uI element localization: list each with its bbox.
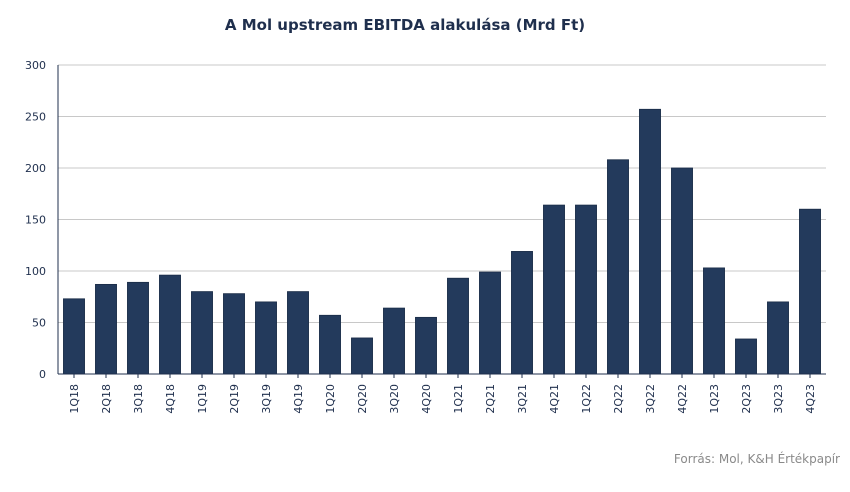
y-tick-label: 200 — [25, 162, 46, 175]
y-tick-label: 100 — [25, 265, 46, 278]
y-tick-label: 250 — [25, 111, 46, 124]
x-tick-label: 3Q21 — [516, 384, 529, 414]
bar-3Q21 — [511, 251, 533, 375]
x-tick-label: 4Q19 — [292, 384, 305, 414]
chart-title: A Mol upstream EBITDA alakulása (Mrd Ft) — [224, 16, 586, 34]
bar-1Q22 — [575, 204, 597, 375]
y-tick-label: 50 — [32, 317, 46, 330]
x-tick-label: 1Q21 — [452, 384, 465, 414]
x-tick-label: 4Q21 — [548, 384, 561, 414]
x-tick-label: 3Q18 — [132, 384, 145, 414]
y-tick-label: 0 — [39, 368, 46, 381]
y-tick-label: 150 — [25, 214, 46, 227]
x-tick-label: 2Q20 — [356, 384, 369, 414]
x-tick-label: 4Q22 — [676, 384, 689, 414]
bar-2Q19 — [223, 293, 245, 375]
x-tick-label: 3Q20 — [388, 384, 401, 414]
x-tick-label: 1Q18 — [68, 384, 81, 414]
x-tick-label: 3Q22 — [644, 384, 657, 414]
bar-3Q19 — [255, 301, 277, 375]
bar-3Q23 — [767, 301, 789, 375]
bar-4Q19 — [287, 291, 309, 375]
x-tick-label: 4Q18 — [164, 384, 177, 414]
bar-2Q22 — [607, 159, 629, 375]
bar-4Q22 — [671, 167, 693, 375]
x-axis: 1Q18 2Q18 3Q18 4Q18 1Q19 2Q19 3Q19 4Q19 1Q20 2Q20… — [58, 373, 826, 414]
bar-3Q20 — [383, 307, 405, 375]
bar-2Q20 — [351, 337, 373, 375]
x-tick-label: 1Q20 — [324, 384, 337, 414]
gridlines — [58, 64, 826, 323]
y-axis: 0 50 100 150 200 250 300 — [25, 59, 59, 381]
bar-2Q18 — [95, 283, 117, 375]
bar-4Q18 — [159, 274, 181, 375]
x-tick-label: 2Q23 — [740, 384, 753, 414]
x-tick-label: 4Q23 — [804, 384, 817, 414]
bar-4Q20 — [415, 316, 437, 375]
bar-1Q21 — [447, 277, 469, 375]
bar-2Q23 — [735, 338, 757, 375]
x-tick-label: 1Q23 — [708, 384, 721, 414]
bar-4Q23 — [799, 208, 821, 375]
bar-1Q23 — [703, 267, 725, 375]
x-tick-label: 3Q19 — [260, 384, 273, 414]
bar-3Q18 — [127, 281, 149, 375]
bar-2Q21 — [479, 271, 501, 375]
x-tick-label: 2Q22 — [612, 384, 625, 414]
x-tick-label: 1Q22 — [580, 384, 593, 414]
bar-3Q22 — [639, 108, 661, 375]
y-tick-label: 300 — [25, 59, 46, 72]
bar-1Q19 — [191, 291, 213, 375]
bars — [63, 108, 821, 375]
x-tick-label: 2Q18 — [100, 384, 113, 414]
x-tick-label: 2Q19 — [228, 384, 241, 414]
bar-4Q21 — [543, 204, 565, 375]
x-tick-label: 1Q19 — [196, 384, 209, 414]
x-tick-label: 4Q20 — [420, 384, 433, 414]
bar-1Q18 — [63, 298, 85, 375]
x-tick-label: 3Q23 — [772, 384, 785, 414]
source-note: Forrás: Mol, K&H Értékpapír — [673, 452, 840, 466]
x-tick-label: 2Q21 — [484, 384, 497, 414]
bar-1Q20 — [319, 314, 341, 375]
